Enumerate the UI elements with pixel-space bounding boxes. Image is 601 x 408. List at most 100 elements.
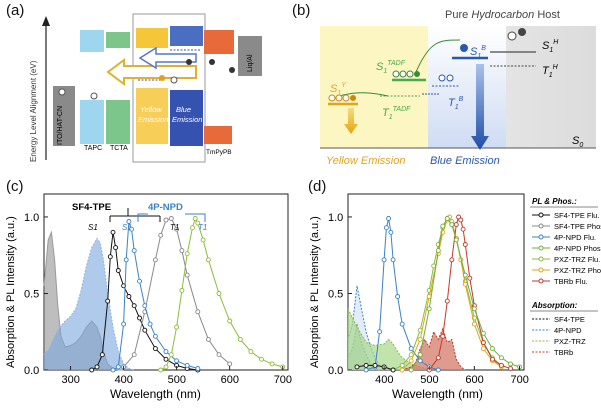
electron-2 bbox=[229, 67, 235, 73]
series-d-7-point bbox=[453, 222, 459, 228]
xtick-c-label: 400 bbox=[115, 374, 133, 386]
panel-a-label: (a) bbox=[6, 2, 25, 19]
legend-pl-label: 4P-NPD Phos. bbox=[554, 244, 601, 253]
yellow-top bbox=[136, 28, 168, 48]
series-c-3-point bbox=[216, 352, 222, 358]
series-c-5-point bbox=[200, 237, 206, 243]
host-electron bbox=[518, 28, 526, 36]
series-d-9-point bbox=[435, 248, 441, 254]
series-c-2-point bbox=[152, 346, 158, 352]
xtick-d-label: 700 bbox=[510, 374, 528, 386]
tadf-c1 bbox=[392, 70, 400, 78]
series-c-5-point bbox=[259, 356, 264, 362]
yellow-emission-label: Yellow Emission bbox=[326, 155, 405, 167]
series-c-5-point bbox=[269, 361, 275, 367]
series-c-3-line bbox=[123, 217, 231, 368]
series-d-9-point bbox=[498, 355, 504, 361]
s1b-text: S1B bbox=[470, 45, 486, 60]
ann-npd-bracket-b bbox=[185, 213, 206, 222]
s1h-text: S1H bbox=[542, 39, 559, 54]
xtick-d-label: 600 bbox=[465, 374, 483, 386]
series-d-7-point bbox=[460, 226, 466, 232]
legend-title-2: Absorption: bbox=[531, 301, 578, 310]
series-c-5-point bbox=[248, 349, 254, 355]
series-d-7-point bbox=[462, 242, 468, 247]
electron-1 bbox=[209, 59, 215, 65]
series-c-4-point bbox=[121, 321, 127, 327]
host-title-1: Pure bbox=[445, 9, 468, 21]
ytick-c-label: 0.0 bbox=[24, 365, 39, 377]
chart-c: Absorption & PL Intensity (a.u.) Wavelen… bbox=[5, 193, 292, 401]
panel-b-label: (b) bbox=[292, 2, 311, 19]
series-d-8-point bbox=[390, 367, 396, 373]
series-c-5-point bbox=[163, 364, 169, 370]
tadf-c3 bbox=[406, 70, 414, 78]
series-c-2-point bbox=[110, 229, 116, 235]
series-c-2-point bbox=[99, 352, 105, 358]
t1b-text: T1B bbox=[448, 96, 464, 111]
series-d-9-point bbox=[417, 352, 423, 358]
blue-bg bbox=[428, 26, 506, 148]
series-d-4-point bbox=[399, 321, 405, 327]
chart-d-ylabel: Absorption & PL Intensity (a.u.) bbox=[309, 216, 321, 368]
legend-pl-marker bbox=[538, 278, 544, 284]
series-c-4-point bbox=[115, 364, 121, 370]
series-d-9-point bbox=[471, 306, 477, 312]
series-d-7-point bbox=[435, 355, 441, 361]
layer-label-yellow-2: Emission bbox=[138, 115, 168, 124]
series-c-4-point bbox=[110, 367, 116, 373]
series-d-2-area bbox=[348, 308, 430, 370]
tmpypb-top bbox=[204, 30, 234, 54]
blue-emission-arrow bbox=[471, 64, 489, 150]
series-c-4-point bbox=[174, 358, 180, 364]
blue-arrow bbox=[138, 46, 197, 70]
legend-pl-label: SF4-TPE Phos. bbox=[554, 222, 601, 231]
tadf-c4 bbox=[414, 71, 420, 77]
panel-a-ylabel: Energy Level Alignment (eV) bbox=[29, 60, 38, 162]
series-d-8-point bbox=[354, 364, 360, 370]
legend-pl-label: PXZ-TRZ Flu. bbox=[554, 255, 600, 264]
series-c-3-point bbox=[184, 272, 190, 278]
series-d-6-point bbox=[480, 346, 486, 352]
hole-2 bbox=[90, 92, 98, 100]
series-d-9-point bbox=[408, 367, 414, 373]
series-d-4-point bbox=[395, 294, 401, 299]
t1h-text: T1H bbox=[542, 64, 559, 79]
layer-label-tmpypb: TmPyPB bbox=[206, 149, 232, 156]
series-d-9-point bbox=[444, 216, 450, 221]
legend-pl-marker bbox=[538, 234, 544, 240]
series-c-4-point bbox=[163, 349, 169, 355]
layer-label-blue: Blue bbox=[176, 105, 191, 114]
series-d-6-point bbox=[471, 321, 477, 327]
panel-d-label: (d) bbox=[308, 178, 327, 195]
series-c-3-point bbox=[131, 352, 137, 358]
series-c-1-line bbox=[43, 237, 135, 371]
series-c-2-point bbox=[105, 298, 111, 304]
legend-pl-marker bbox=[538, 267, 544, 273]
series-c-4-point bbox=[131, 248, 137, 254]
ytick-d-label: 0.0 bbox=[328, 365, 343, 377]
series-c-5-point bbox=[216, 291, 222, 296]
series-d-7-point bbox=[458, 217, 464, 223]
hole-3 bbox=[170, 76, 178, 84]
chart-c-xlabel: Wavelength (nm) bbox=[110, 387, 201, 401]
t1tadf-text: T1TADF bbox=[382, 106, 411, 121]
xtick-c-label: 500 bbox=[168, 374, 186, 386]
series-c-3-point bbox=[227, 361, 233, 367]
legend-title-1: PL & Phos.: bbox=[532, 197, 577, 206]
eml-box bbox=[132, 13, 206, 163]
series-c-2-point bbox=[107, 254, 113, 260]
legend-pl-label: PXZ-TRZ Phos. bbox=[554, 266, 601, 275]
series-d-6-point bbox=[462, 281, 468, 287]
series-c-2-point bbox=[94, 364, 100, 370]
legend-abs-label: TBRb bbox=[554, 348, 573, 357]
series-d-4-point bbox=[383, 225, 389, 231]
series-c-2-point bbox=[126, 294, 132, 299]
layer-label-yellow: Yellow bbox=[140, 105, 162, 114]
ytick-d-label: 0.5 bbox=[328, 288, 343, 300]
series-d-6-point bbox=[408, 358, 414, 364]
series-c-2-point bbox=[115, 268, 121, 273]
series-d-9-point bbox=[462, 272, 468, 278]
series-c-5-point bbox=[205, 257, 211, 263]
series-d-7-point bbox=[444, 298, 450, 304]
